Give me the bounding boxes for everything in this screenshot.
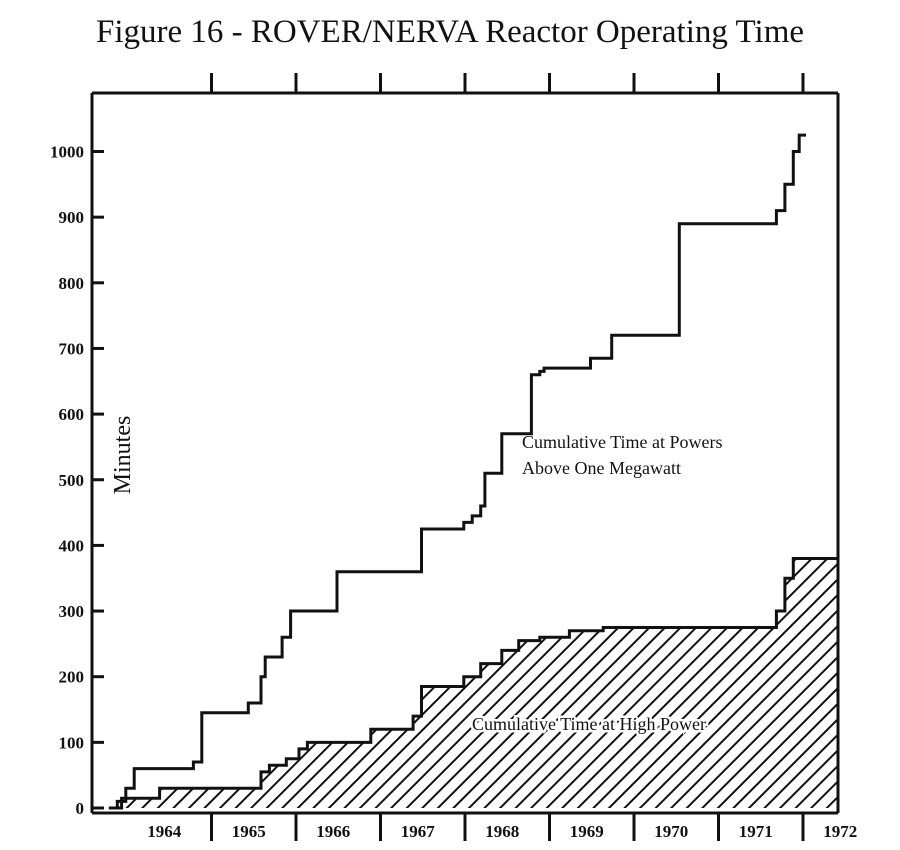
x-tick-label: 1966 [316, 822, 350, 841]
annotation-high-power: Cumulative Time at High Power [472, 714, 706, 734]
annotation-megawatt-line2: Above One Megawatt [522, 458, 681, 478]
y-tick-label: 0 [76, 799, 85, 818]
y-tick-label: 700 [59, 339, 85, 358]
y-tick-label: 300 [59, 602, 85, 621]
series-megawatt-line [108, 133, 806, 810]
y-tick-label: 1000 [50, 143, 84, 162]
y-tick-label: 800 [59, 274, 85, 293]
x-tick-label: 1967 [401, 822, 436, 841]
chart-title: Figure 16 - ROVER/NERVA Reactor Operatin… [95, 14, 805, 50]
y-axis-title: Minutes [110, 416, 136, 495]
annotation-megawatt-line1: Cumulative Time at Powers [522, 432, 723, 452]
y-tick-label: 600 [59, 405, 85, 424]
series-high-power-line [108, 557, 838, 810]
x-tick-label: 1968 [485, 822, 519, 841]
x-tick-label: 1964 [147, 822, 182, 841]
x-tick-label: 1969 [570, 822, 604, 841]
x-tick-label: 1965 [232, 822, 266, 841]
x-tick-label: 1971 [739, 822, 773, 841]
y-tick-label: 900 [59, 208, 85, 227]
y-tick-label: 200 [59, 668, 85, 687]
y-tick-label: 500 [59, 471, 85, 490]
y-tick-label: 100 [59, 733, 85, 752]
x-tick-label: 1970 [654, 822, 688, 841]
x-tick-label: 1972 [823, 822, 857, 841]
series-high-power-area [108, 558, 838, 808]
y-tick-label: 400 [59, 536, 85, 555]
